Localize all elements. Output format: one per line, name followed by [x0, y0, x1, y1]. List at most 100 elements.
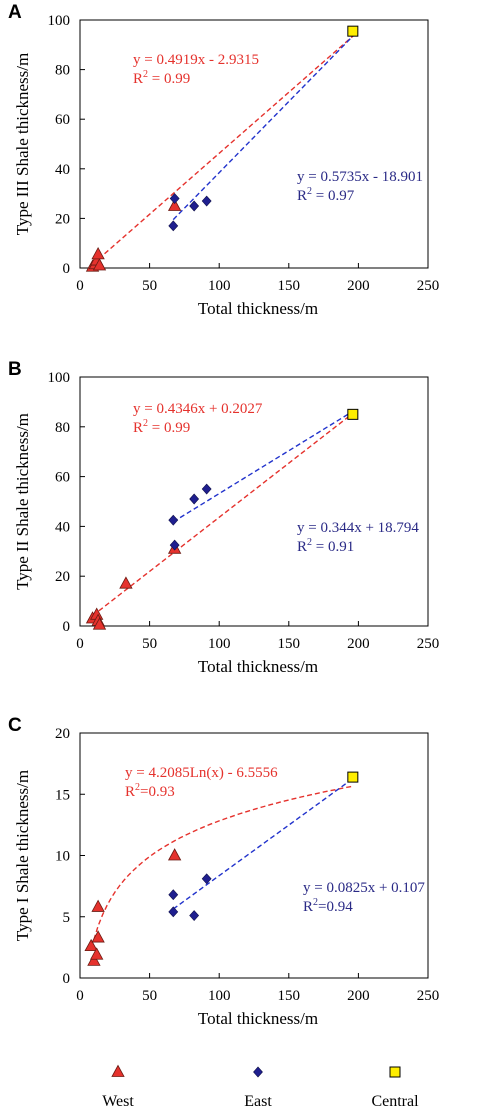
x-tick-label: 0	[76, 988, 84, 1004]
data-point-central	[347, 771, 359, 783]
x-axis-label: Total thickness/m	[198, 657, 318, 676]
y-tick-label: 10	[55, 849, 70, 865]
y-tick-label: 5	[63, 910, 71, 926]
fit-equation-west: y = 0.4919x - 2.9315	[133, 52, 259, 68]
y-tick-label: 20	[55, 726, 70, 742]
fit-r2-east: R2 = 0.97	[297, 186, 355, 204]
r2-value: = 0.91	[312, 539, 354, 555]
x-tick-label: 100	[208, 636, 231, 652]
panel-letter: B	[8, 359, 22, 380]
y-tick-label: 60	[55, 470, 70, 486]
r2-superscript: 2	[307, 537, 312, 548]
legend-marker-west	[111, 1064, 125, 1077]
legend-marker-central	[389, 1066, 401, 1078]
legend-label-central: Central	[371, 1093, 419, 1110]
y-axis-label: Type II Shale thickness/m	[13, 413, 32, 590]
r2-symbol: R	[125, 784, 135, 800]
r2-superscript: 2	[135, 782, 140, 793]
x-tick-label: 200	[347, 278, 370, 294]
x-tick-label: 250	[417, 278, 440, 294]
fit-equation-east: y = 0.344x + 18.794	[297, 520, 419, 536]
fit-r2-west: R2=0.93	[125, 782, 175, 800]
x-tick-label: 100	[208, 278, 231, 294]
chart-panel-c: C 0 50 100 150 200 250 0 5 10 15 20 Total thickness/…	[8, 715, 439, 1028]
panel-letter: A	[8, 2, 22, 23]
data-point-west	[167, 848, 182, 861]
data-point-west	[84, 938, 98, 952]
r2-symbol: R	[133, 71, 143, 87]
y-tick-label: 100	[48, 13, 71, 29]
fit-equation-west: y = 4.2085Ln(x) - 6.5556	[125, 765, 278, 781]
y-tick-label: 40	[55, 519, 70, 535]
fit-equation-east: y = 0.5735x - 18.901	[297, 169, 423, 185]
data-point-west	[90, 947, 104, 960]
panel-letter: C	[8, 715, 22, 736]
legend-marker-east	[253, 1066, 263, 1078]
x-tick-label: 200	[347, 988, 370, 1004]
y-tick-label: 40	[55, 162, 70, 178]
r2-value: = 0.99	[148, 420, 190, 436]
data-point-east	[189, 910, 200, 921]
y-tick-label: 20	[55, 211, 70, 227]
data-point-west	[119, 576, 133, 589]
legend-label-west: West	[102, 1093, 134, 1110]
y-tick-label: 60	[55, 112, 70, 128]
x-tick-label: 250	[417, 636, 440, 652]
r2-superscript: 2	[143, 69, 148, 80]
y-tick-label: 20	[55, 569, 70, 585]
fit-line-west	[93, 785, 353, 940]
fit-line-east	[172, 35, 354, 221]
data-point-east	[168, 889, 179, 901]
data-point-east	[189, 200, 200, 212]
data-point-west	[91, 247, 105, 260]
r2-symbol: R	[297, 188, 307, 204]
x-tick-label: 250	[417, 988, 440, 1004]
data-point-east	[169, 193, 180, 205]
fit-line-west	[92, 412, 354, 617]
x-tick-label: 150	[278, 278, 301, 294]
data-point-west	[167, 198, 182, 211]
x-tick-label: 150	[278, 988, 301, 1004]
fit-r2-east: R2 = 0.91	[297, 537, 354, 555]
x-axis-label: Total thickness/m	[198, 1009, 318, 1028]
x-tick-label: 100	[208, 988, 231, 1004]
data-point-east	[201, 195, 212, 207]
r2-symbol: R	[303, 899, 313, 915]
r2-superscript: 2	[313, 897, 318, 908]
r2-value: =0.94	[318, 899, 353, 915]
y-axis-label: Type I Shale thickness/m	[13, 770, 32, 941]
data-point-west	[91, 930, 105, 943]
r2-symbol: R	[133, 420, 143, 436]
x-tick-label: 50	[142, 278, 157, 294]
plot-frame	[79, 376, 429, 627]
x-tick-label: 150	[278, 636, 301, 652]
r2-value: = 0.99	[148, 71, 190, 87]
data-point-east	[201, 483, 212, 495]
data-point-west	[87, 953, 101, 966]
x-tick-label: 50	[142, 988, 157, 1004]
chart-panel-a: A 0 50 100 150 200 250 0 20 40 60 80 100 Total thickn…	[8, 2, 439, 318]
r2-value: = 0.97	[312, 188, 355, 204]
fit-line-east	[172, 778, 354, 910]
plot-frame	[79, 19, 429, 269]
y-tick-label: 0	[63, 261, 71, 277]
r2-value: =0.93	[140, 784, 175, 800]
fit-equation-east: y = 0.0825x + 0.107	[303, 880, 425, 896]
y-tick-label: 0	[63, 971, 71, 987]
data-point-east	[201, 873, 212, 885]
data-point-central	[347, 408, 359, 420]
y-tick-label: 0	[63, 619, 71, 635]
y-tick-label: 80	[55, 63, 70, 79]
data-point-east	[189, 493, 200, 505]
x-tick-label: 200	[347, 636, 370, 652]
y-tick-label: 100	[48, 370, 71, 386]
legend: West East Central	[102, 1064, 419, 1110]
data-point-east	[168, 514, 179, 526]
legend-label-east: East	[244, 1093, 272, 1110]
data-point-east	[168, 906, 179, 918]
fit-equation-west: y = 0.4346x + 0.2027	[133, 401, 263, 417]
y-axis-label: Type III Shale thickness/m	[13, 53, 32, 235]
data-point-east	[169, 539, 180, 551]
y-tick-label: 15	[55, 787, 70, 803]
